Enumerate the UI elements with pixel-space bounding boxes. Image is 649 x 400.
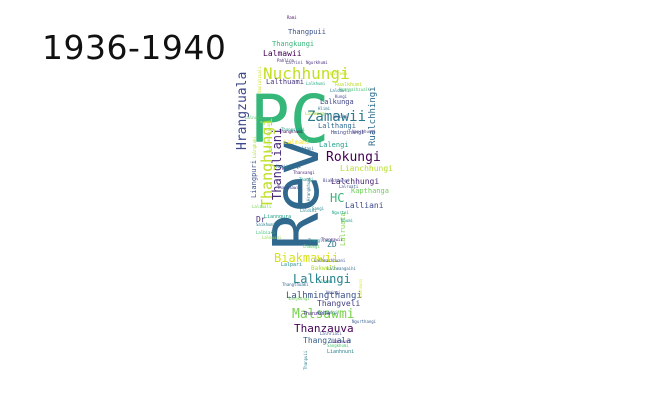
cloud-word: Thanpuii (303, 350, 308, 370)
cloud-word: Pahlira (277, 58, 294, 63)
cloud-word: Biakmawii (274, 251, 339, 265)
cloud-word: Ngurtei (332, 210, 349, 215)
cloud-word: Malsawmi (292, 307, 355, 322)
cloud-word: Thangpuii (288, 28, 326, 36)
cloud-word: Rualkhumi (335, 82, 362, 88)
cloud-word: Dr (256, 215, 266, 224)
cloud-word: Liangpuri (250, 160, 258, 198)
cloud-word: Lalhmachhuani (314, 258, 346, 263)
cloud-word: Thanzauva (294, 322, 354, 335)
cloud-word: Kapthanga (351, 187, 389, 195)
cloud-word: Thangkhumi (279, 129, 304, 134)
cloud-word: Lalthuami (266, 78, 304, 86)
cloud-word: Rami (287, 15, 297, 20)
cloud-word: Hmingi (326, 290, 341, 295)
cloud-word: Nuchhungi (263, 64, 350, 83)
cloud-word: Laltani (297, 146, 314, 151)
cloud-word: Sangi (312, 206, 325, 211)
cloud-word: Thansangi (293, 170, 315, 175)
cloud-word: Sangkungi (288, 296, 310, 301)
cloud-word: Lalrini (286, 60, 303, 65)
cloud-word: Thangsiami (281, 127, 306, 132)
cloud-word: Saikhumi (256, 222, 276, 227)
cloud-word: Lalhmingi (305, 111, 327, 116)
cloud-word: Lalengi (319, 141, 349, 149)
cloud-word: Lalhriati (320, 331, 342, 336)
cloud-word: Lalmawii (263, 49, 302, 58)
cloud-word: Lalkunga (320, 98, 354, 106)
cloud-word: Hrangzuala (235, 72, 250, 150)
cloud-word: Ngurthangi (352, 319, 377, 324)
cloud-word: Thanmawii (321, 237, 343, 242)
cloud-word: Lalrema (330, 71, 347, 76)
cloud-word: Lalnuni (245, 115, 262, 120)
cloud-word: Lalchhungi (331, 177, 379, 186)
cloud-word: Lalthangi (318, 122, 356, 130)
cloud-word: Rev (260, 138, 333, 250)
cloud-word: Thangveli (317, 299, 361, 308)
cloud-word: Lalhmingliani (266, 119, 271, 151)
cloud-word: Hrangkhumi (306, 176, 311, 201)
cloud-word: Lianhnuni (327, 349, 354, 355)
cloud-word: Thangthuami (282, 282, 309, 287)
cloud-word: Rualchhingi (368, 86, 378, 146)
cloud-word: Ngurkhumi (306, 60, 328, 65)
cloud-word: Laldawli (330, 88, 350, 93)
cloud-word: Lalnghaki (252, 136, 257, 158)
cloud-word: Khumi (341, 218, 354, 223)
cloud-word: Thangliana (308, 238, 333, 243)
cloud-word: Lalzuali (252, 204, 272, 209)
cloud-word: Hmuaki (333, 114, 348, 119)
cloud-word: Zamawii (307, 109, 366, 125)
page-title: 1936-1940 (42, 28, 227, 67)
cloud-word: Hmingthangi (331, 130, 364, 136)
cloud-word: Thanghungi (258, 118, 276, 208)
cloud-word: ZD (327, 240, 337, 249)
cloud-word: Thangzuala (303, 336, 351, 345)
cloud-word: Vanhnuni (358, 278, 363, 298)
cloud-word: Rokungi (326, 150, 381, 165)
cloud-word: Dengi (289, 164, 302, 169)
cloud-word: Lalremi (316, 279, 333, 284)
cloud-word: Kungi (335, 94, 348, 99)
cloud-word: Lalbiaki (256, 230, 276, 235)
cloud-word: Lianchhungi (340, 164, 393, 173)
cloud-word: Thangkungi (272, 40, 314, 48)
cloud-word: Lalhmingthangi (286, 291, 362, 301)
cloud-word: Thangliani (270, 128, 284, 200)
cloud-word: Biakchhungi (323, 178, 350, 183)
cloud-word: HC (330, 191, 344, 205)
cloud-word: Thangi (299, 177, 314, 182)
cloud-word: Lalkungi (293, 272, 351, 286)
cloud-word: Thangmawii (277, 185, 302, 190)
cloud-word: Chawngi (303, 244, 320, 249)
cloud-word: Thanzuala (303, 311, 330, 317)
cloud-word: PC (250, 81, 329, 158)
cloud-word: Rohmingi (318, 310, 338, 315)
cloud-word: Lalliani (345, 201, 384, 210)
cloud-word: Lalmami (284, 139, 310, 146)
cloud-word: Lianngura (264, 214, 291, 220)
cloud-word: Vanchhungi (352, 129, 377, 134)
cloud-word: Bakweli (311, 265, 337, 272)
cloud-word: Hmangaihzuali (339, 87, 371, 92)
cloud-word: Lalpari (281, 262, 302, 268)
cloud-word: Lalruata (339, 212, 347, 246)
cloud-word: Lalhmangaihi (327, 266, 356, 271)
cloud-word: Sangkhumi (327, 343, 349, 348)
cloud-word: Hlimi (318, 106, 331, 111)
cloud-word: Lalmuani (262, 235, 282, 240)
cloud-word: Laldiki (300, 208, 317, 213)
cloud-word: Lalkhumi (306, 81, 326, 86)
cloud-word: Vanlalzuali (257, 66, 262, 93)
cloud-word: Lalruati (339, 184, 359, 189)
cloud-word: Liannuni (331, 339, 351, 344)
cloud-word: Mawii (276, 164, 289, 169)
